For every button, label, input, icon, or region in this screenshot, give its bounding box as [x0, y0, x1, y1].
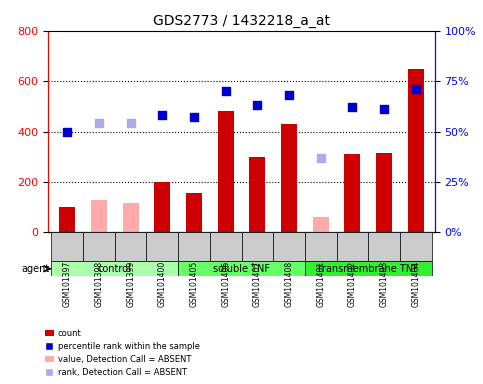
Point: [190, 114, 198, 121]
Bar: [155, 182, 170, 232]
Text: transmembrane TNF: transmembrane TNF: [318, 264, 419, 274]
Bar: [52, 232, 83, 261]
Title: GDS2773 / 1432218_a_at: GDS2773 / 1432218_a_at: [153, 14, 330, 28]
Point: [158, 113, 166, 119]
Text: GSM101402: GSM101402: [348, 261, 357, 307]
Text: GSM101399: GSM101399: [126, 261, 135, 307]
Text: GSM101407: GSM101407: [253, 261, 262, 307]
Text: GSM101404: GSM101404: [411, 261, 420, 307]
Bar: [123, 204, 139, 232]
Text: soluble TNF: soluble TNF: [213, 264, 270, 274]
Bar: [344, 154, 360, 232]
Bar: [83, 232, 115, 261]
Point: [349, 104, 356, 111]
Point: [380, 106, 388, 113]
Bar: [400, 232, 431, 261]
Point: [285, 92, 293, 98]
Bar: [59, 207, 75, 232]
Bar: [376, 153, 392, 232]
Bar: [305, 232, 337, 261]
Bar: [178, 232, 210, 261]
Point: [95, 121, 103, 127]
Bar: [313, 217, 328, 232]
Text: GSM101401: GSM101401: [316, 261, 325, 307]
Bar: [115, 232, 146, 261]
Point: [127, 121, 134, 127]
Bar: [337, 232, 368, 261]
Point: [317, 155, 325, 161]
Bar: [146, 232, 178, 261]
Bar: [281, 124, 297, 232]
Text: GSM101400: GSM101400: [158, 261, 167, 307]
Bar: [408, 68, 424, 232]
Bar: [52, 261, 178, 276]
Point: [254, 102, 261, 108]
Text: GSM101406: GSM101406: [221, 261, 230, 307]
Text: GSM101397: GSM101397: [63, 261, 72, 307]
Point: [63, 129, 71, 135]
Bar: [210, 232, 242, 261]
Bar: [242, 232, 273, 261]
Bar: [178, 261, 305, 276]
Bar: [368, 232, 400, 261]
Bar: [218, 111, 234, 232]
Text: GSM101403: GSM101403: [380, 261, 388, 307]
Text: GSM101408: GSM101408: [284, 261, 294, 307]
Text: GSM101405: GSM101405: [189, 261, 199, 307]
Bar: [186, 193, 202, 232]
Bar: [91, 200, 107, 232]
Legend: count, percentile rank within the sample, value, Detection Call = ABSENT, rank, : count, percentile rank within the sample…: [43, 326, 202, 380]
Bar: [273, 232, 305, 261]
Text: GSM101398: GSM101398: [95, 261, 103, 307]
Text: control: control: [98, 264, 132, 274]
Bar: [249, 157, 265, 232]
Point: [222, 88, 229, 94]
Text: agent: agent: [22, 264, 50, 274]
Bar: [305, 261, 431, 276]
Point: [412, 86, 420, 92]
